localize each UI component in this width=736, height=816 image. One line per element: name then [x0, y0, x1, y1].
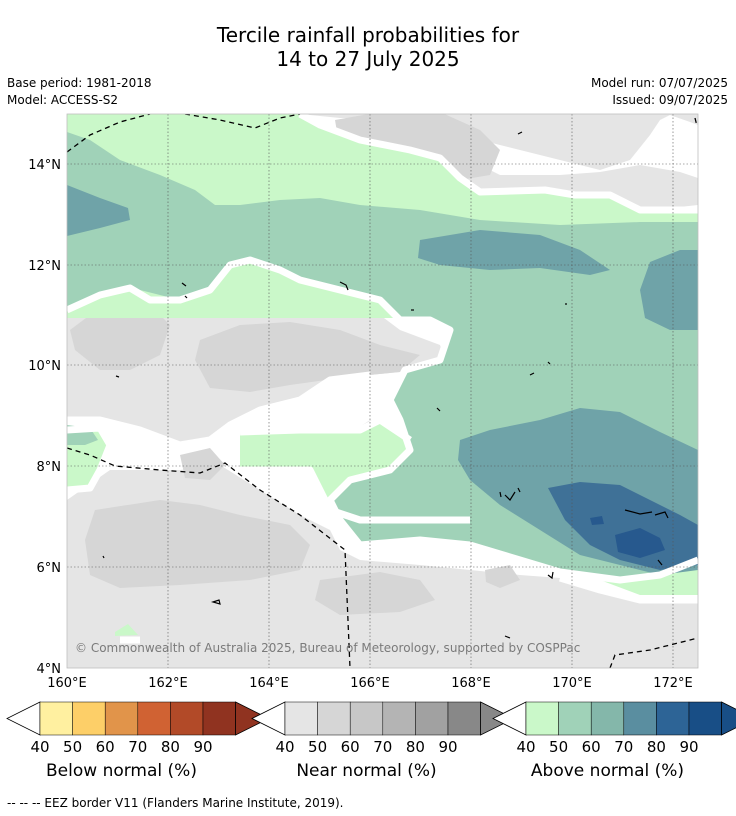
x-tick-label: 170°E [552, 676, 592, 691]
near-colorbar-cell [349, 701, 384, 736]
below-colorbar-cell [39, 701, 73, 736]
islands [102, 131, 669, 639]
eez-border-south [67, 447, 351, 668]
category-boundaries [67, 114, 698, 644]
chart-title-line2: 14 to 27 July 2025 [276, 47, 460, 71]
near-normal-50-region-c [85, 500, 310, 588]
above-colorbar-tick-label: 70 [614, 738, 633, 756]
base-period: Base period: 1981-2018 [7, 76, 152, 90]
probability-field [67, 114, 698, 668]
chart-title-line1: Tercile rainfall probabilities for [216, 23, 520, 47]
x-tick-label: 172°E [653, 676, 693, 691]
eez-borders [67, 114, 698, 668]
above-colorbar-cell [688, 701, 722, 736]
above-colorbar-tick-label: 90 [679, 738, 698, 756]
above-normal-60-region-mid [418, 230, 610, 275]
below-colorbar-tick-label: 70 [128, 738, 147, 756]
near-colorbar-tick-label: 70 [373, 738, 392, 756]
eez-border-north [67, 114, 301, 153]
x-tick-label: 160°E [47, 676, 87, 691]
above-colorbar-tick-label: 50 [549, 738, 568, 756]
below-colorbar-cell [104, 701, 139, 736]
above-colorbar-tick-label: 40 [516, 738, 535, 756]
model-run: Model run: 07/07/2025 [590, 76, 728, 90]
gridlines [67, 114, 698, 668]
x-tick-label: 166°E [350, 676, 390, 691]
plot-frame [66, 113, 699, 669]
above-normal-40-region-spot [115, 624, 138, 636]
below-colorbar-cell [72, 701, 106, 736]
above-colorbar-cell [525, 701, 559, 736]
above-colorbar-min-arrow [492, 701, 527, 736]
above-normal-label: Above normal (%) [530, 761, 685, 781]
eez-footnote: -- -- -- EEZ border V11 (Flanders Marine… [7, 796, 344, 810]
x-tick-label: 164°E [249, 676, 289, 691]
below-colorbar-tick-label: 80 [161, 738, 180, 756]
colorbars: 40 50 60 70 80 90 40 50 60 70 80 90 40 50 60 70 80 90 [6, 701, 736, 756]
above-normal-60-region-right [640, 250, 698, 330]
below-colorbar-tick-label: 90 [193, 738, 212, 756]
near-colorbar-tick-label: 80 [406, 738, 425, 756]
y-tick-label: 10°N [28, 359, 61, 374]
near-normal-40-region-right [450, 150, 698, 210]
y-tick-label: 4°N [37, 662, 62, 677]
above-colorbar-cell [558, 701, 592, 736]
near-colorbar-tick-label: 90 [438, 738, 457, 756]
above-normal-80-spot [590, 516, 604, 525]
near-colorbar-tick-label: 60 [341, 738, 360, 756]
x-tick-label: 162°E [148, 676, 188, 691]
near-colorbar-tick-label: 40 [275, 738, 294, 756]
above-normal-80-region [615, 528, 665, 558]
x-tick-label: 168°E [451, 676, 491, 691]
y-tick-label: 6°N [37, 561, 62, 576]
above-normal-60-region-left [67, 185, 130, 236]
near-colorbar-tick-label: 50 [308, 738, 327, 756]
model-name: Model: ACCESS-S2 [7, 93, 119, 107]
above-colorbar-cell [656, 701, 690, 736]
below-colorbar-cell [137, 701, 171, 736]
near-colorbar-cell [382, 701, 416, 736]
above-colorbar-max-arrow [721, 701, 736, 736]
issued-date: Issued: 09/07/2025 [612, 93, 728, 107]
near-colorbar-cell [447, 701, 481, 736]
below-colorbar-tick-label: 60 [96, 738, 115, 756]
y-axis-labels: 4°N 6°N 8°N 10°N 12°N 14°N [28, 158, 61, 677]
below-colorbar-cell [170, 701, 204, 736]
below-colorbar-cell [202, 701, 236, 736]
near-colorbar-cell [284, 701, 318, 736]
above-colorbar-tick-label: 80 [647, 738, 666, 756]
below-colorbar-min-arrow [6, 701, 41, 736]
near-colorbar-cell [415, 701, 449, 736]
y-tick-label: 8°N [37, 460, 62, 475]
y-tick-label: 12°N [28, 259, 61, 274]
near-normal-50-region-d [315, 572, 435, 615]
y-tick-label: 14°N [28, 158, 61, 173]
near-normal-label: Near normal (%) [296, 761, 437, 781]
x-axis-labels: 160°E 162°E 164°E 166°E 168°E 170°E 172°… [47, 676, 693, 691]
below-colorbar-tick-label: 40 [30, 738, 49, 756]
below-colorbar-tick-label: 50 [63, 738, 82, 756]
eez-border-east [609, 637, 698, 668]
above-colorbar-cell [590, 701, 625, 736]
near-normal-40-region-top [300, 114, 698, 170]
copyright-notice: © Commonwealth of Australia 2025, Bureau… [75, 641, 580, 655]
eez-border-corner [694, 117, 698, 127]
below-normal-label: Below normal (%) [46, 761, 197, 781]
near-colorbar-min-arrow [251, 701, 286, 736]
near-normal-50-region-e [485, 565, 520, 588]
above-colorbar-cell [623, 701, 657, 736]
above-colorbar-tick-label: 60 [582, 738, 601, 756]
near-colorbar-cell [317, 701, 351, 736]
